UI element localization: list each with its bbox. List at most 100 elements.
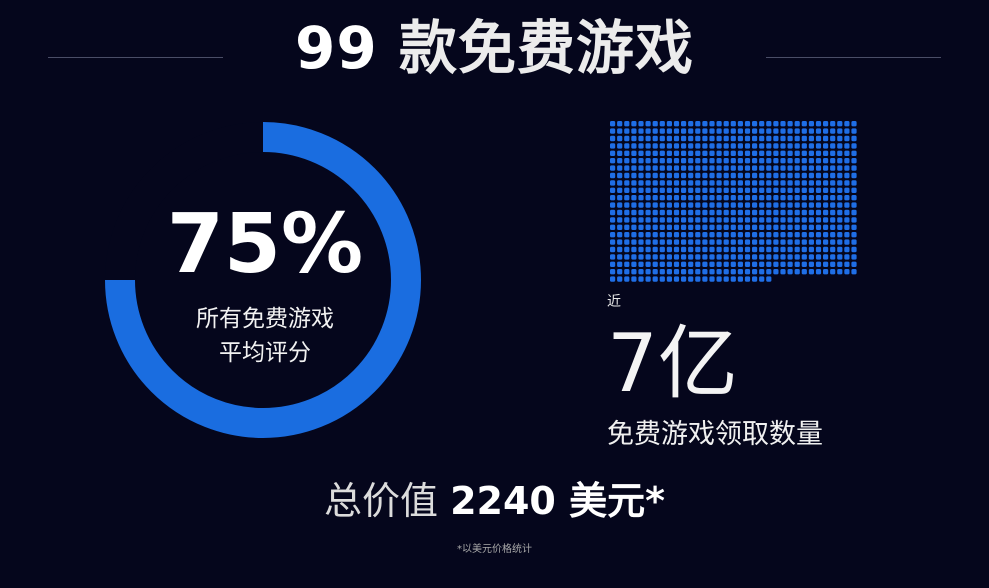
grid-dot <box>815 232 822 238</box>
grid-dot <box>787 165 793 171</box>
grid-dot <box>695 276 701 282</box>
grid-dot <box>759 165 765 171</box>
grid-dot <box>830 180 836 186</box>
grid-dot <box>752 254 758 260</box>
grid-dot <box>659 158 665 164</box>
grid-dot <box>815 150 822 156</box>
grid-dot <box>780 254 786 260</box>
grid-dot <box>617 209 623 216</box>
grid-dot <box>780 128 786 134</box>
grid-dot <box>716 128 722 134</box>
grid-dot <box>837 217 843 223</box>
grid-dot <box>624 187 630 193</box>
grid-dot <box>815 158 822 164</box>
grid-dot <box>666 128 672 134</box>
grid-dot <box>851 209 857 216</box>
grid-dot <box>723 246 729 253</box>
grid-dot <box>688 165 694 171</box>
grid-dot <box>624 254 630 260</box>
rating-caption-line2: 平均评分 <box>219 340 311 366</box>
grid-dot <box>652 261 658 267</box>
grid-dot <box>752 158 758 164</box>
grid-dot <box>851 195 857 201</box>
grid-dot <box>652 135 658 142</box>
grid-dot <box>659 121 665 127</box>
grid-dot <box>844 202 850 208</box>
grid-dot <box>617 143 623 149</box>
grid-dot <box>773 232 779 238</box>
grid-dot <box>759 195 765 201</box>
grid-dot <box>801 254 807 260</box>
grid-dot <box>744 121 751 127</box>
grid-dot <box>837 187 843 193</box>
grid-dot <box>624 165 630 171</box>
grid-dot <box>695 232 701 238</box>
grid-dot <box>801 158 807 164</box>
grid-dot <box>716 195 722 201</box>
grid-dot <box>723 143 729 149</box>
grid-dot <box>695 158 701 164</box>
grid-dot <box>688 158 694 164</box>
grid-dot <box>737 202 743 208</box>
grid-dot <box>659 128 665 134</box>
grid-dot <box>815 269 822 275</box>
grid-dot <box>830 217 836 223</box>
grid-dot <box>723 165 729 171</box>
grid-dot <box>666 209 672 216</box>
grid-dot <box>666 135 672 142</box>
grid-dot <box>638 143 644 149</box>
grid-dot <box>688 239 694 245</box>
grid-dot <box>773 150 779 156</box>
grid-dot <box>695 187 701 193</box>
grid-dot <box>844 150 850 156</box>
grid-dot <box>823 135 829 142</box>
grid-dot <box>723 135 729 142</box>
grid-dot <box>709 261 715 267</box>
grid-dot <box>652 158 658 164</box>
grid-dot <box>610 195 616 201</box>
grid-dot <box>801 121 807 127</box>
grid-dot <box>737 217 743 223</box>
grid-dot <box>837 143 843 149</box>
grid-dot <box>716 135 722 142</box>
grid-dot <box>730 261 736 267</box>
grid-dot <box>823 232 829 238</box>
grid-dot <box>794 121 800 127</box>
grid-dot <box>624 128 630 134</box>
grid-dot <box>744 232 751 238</box>
grid-dot <box>808 209 814 216</box>
grid-dot <box>823 224 829 230</box>
grid-dot <box>766 269 772 275</box>
grid-dot <box>730 121 736 127</box>
grid-dot <box>666 232 672 238</box>
grid-dot <box>787 269 793 275</box>
grid-dot <box>844 165 850 171</box>
grid-dot <box>780 224 786 230</box>
grid-dot <box>666 187 672 193</box>
grid-dot <box>752 202 758 208</box>
grid-dot <box>752 172 758 179</box>
grid-dot <box>681 121 687 127</box>
grid-dot <box>666 217 672 223</box>
grid-dot <box>617 239 623 245</box>
grid-dot <box>631 128 637 134</box>
grid-dot <box>830 246 836 253</box>
grid-dot <box>801 187 807 193</box>
grid-dot <box>780 269 786 275</box>
grid-dot <box>652 232 658 238</box>
grid-dot <box>780 150 786 156</box>
grid-dot <box>766 180 772 186</box>
grid-dot <box>773 224 779 230</box>
grid-dot <box>794 232 800 238</box>
grid-dot <box>737 254 743 260</box>
grid-dot <box>631 276 637 282</box>
grid-dot <box>695 121 701 127</box>
grid-dot <box>780 187 786 193</box>
grid-dot <box>801 172 807 179</box>
grid-dot <box>730 195 736 201</box>
grid-dot <box>794 195 800 201</box>
grid-dot <box>787 143 793 149</box>
grid-dot <box>830 202 836 208</box>
grid-dot <box>773 187 779 193</box>
grid-dot <box>730 232 736 238</box>
